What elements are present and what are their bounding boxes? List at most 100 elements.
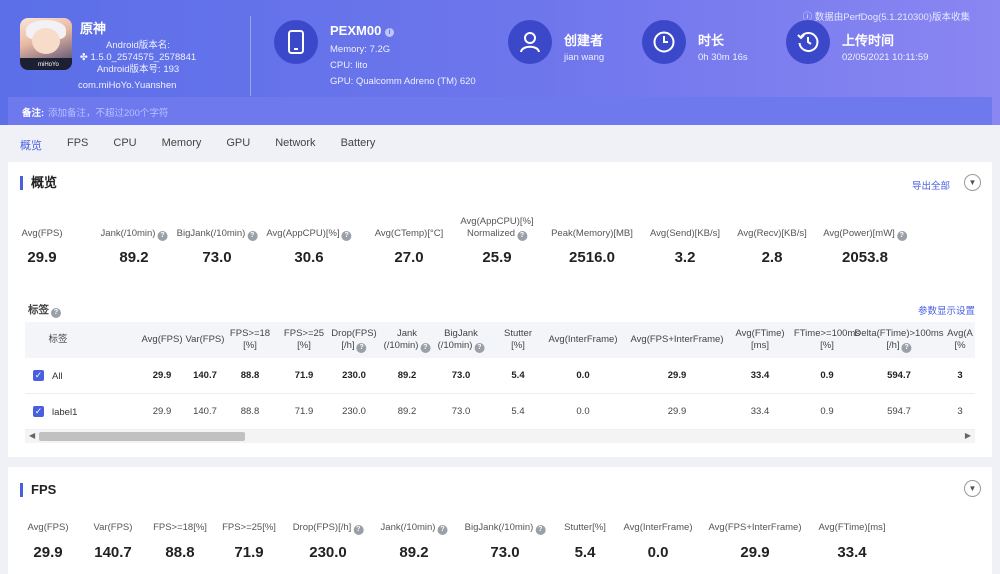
metric-label: Avg(Recv)[KB/s] [737,228,807,239]
table-header-cell[interactable]: Avg(FPS) [141,334,183,345]
metric-label: Avg(Send)[KB/s] [649,228,721,239]
metric-value: 27.0 [394,249,424,266]
help-icon[interactable]: ? [901,342,912,353]
table-cell: 0.9 [820,370,834,381]
device-info-icon[interactable]: i [384,28,394,37]
metric-value: 3.2 [674,249,696,266]
tab-network[interactable]: Network [275,137,316,149]
table-row[interactable]: ✓ label1 29.9 140.7 88.8 71.9 230.0 89.2 73.0 5… [25,394,975,430]
table-header-cell[interactable]: Drop(FPS) [/h]? [331,327,377,353]
table-header-cell[interactable]: Delta(FTime)>100ms [/h]? [854,327,944,353]
chevron-down-icon: ▼ [968,483,977,493]
metric-value: 140.7 [94,544,132,561]
phone-icon [274,20,318,64]
table-header-cell[interactable]: Var(FPS) [185,334,225,345]
overview-collapse-button[interactable]: ▼ [964,174,981,191]
table-row[interactable]: ✓ All 29.9 140.7 88.8 71.9 230.0 89.2 73.0 5.4 0… [25,358,975,394]
history-icon [786,20,830,64]
upload-time-value: 02/05/2021 10:11:59 [842,52,929,63]
table-cell: 594.7 [887,406,911,417]
help-icon[interactable]: ? [356,342,367,353]
table-cell: 140.7 [193,406,217,417]
table-header-cell[interactable]: FTime>=100ms [%] [793,328,861,351]
duration-value: 0h 30m 16s [698,52,748,63]
table-cell: 89.2 [397,406,417,417]
table-header-cell[interactable]: FPS>=25 [%] [283,328,325,351]
report-header: ⓘ 数据由PerfDog(5.1.210300)版本收集 miHoYo 原神 A… [0,0,1000,125]
android-version-label: Android版本名: [106,40,170,51]
scroll-right-icon[interactable]: ▶ [964,431,971,440]
table-header-cell[interactable]: FPS>=18 [%] [229,328,271,351]
metric-label: Avg(FTime)[ms] [818,522,886,533]
table-cell: 5.4 [511,370,525,381]
help-icon[interactable]: ? [353,525,364,535]
help-icon[interactable]: ? [341,231,352,241]
table-cell: 230.0 [342,406,366,417]
tab-memory[interactable]: Memory [161,137,202,149]
section-tabs: 概览 FPS CPU Memory GPU Network Battery [20,137,400,159]
row-checkbox-label1[interactable]: ✓ [33,406,44,417]
table-header-cell[interactable]: Stutter [%] [504,328,532,351]
creator-title: 创建者 [564,33,604,48]
tab-gpu[interactable]: GPU [226,137,251,149]
tab-battery[interactable]: Battery [340,137,376,149]
app-version-info: Android版本名: ✤ 1.5.0_2574575_2578841 Andr… [78,40,198,76]
scroll-left-icon[interactable]: ◀ [29,431,36,440]
metric-label: Avg(FPS) [27,522,69,533]
table-header-cell[interactable]: BigJank (/10min)? [438,322,485,358]
help-icon[interactable]: ? [157,231,168,241]
row-checkbox-all[interactable]: ✓ [33,370,44,381]
metric-label: Avg(FPS+InterFrame) [708,522,802,533]
help-icon[interactable]: ? [517,231,528,241]
table-header-cell[interactable]: 标签 [48,334,68,345]
metric-value: 2516.0 [569,249,615,266]
table-cell: 594.7 [887,370,911,381]
export-all-link[interactable]: 导出全部 [911,181,950,192]
table-header-cell[interactable]: Avg(A [% [947,328,973,351]
table-horizontal-scrollbar[interactable]: ◀ ▶ [25,430,975,443]
metric-label: BigJank(/10min)? [177,228,258,241]
tab-overview[interactable]: 概览 [20,140,42,152]
table-header-cell[interactable]: Avg(InterFrame) [548,334,618,345]
creator-value: jian wang [564,52,605,63]
help-icon[interactable]: ? [420,342,431,353]
table-cell: 71.9 [294,406,314,417]
table-cell: 88.8 [240,370,260,381]
param-display-settings-link[interactable]: 参数显示设置 [917,306,975,317]
table-header-cell[interactable]: Jank (/10min)? [384,322,431,358]
tab-cpu[interactable]: CPU [113,137,137,149]
remark-label: 备注: [22,108,45,119]
app-package: com.miHoYo.Yuanshen [78,80,177,91]
scrollbar-thumb[interactable] [39,432,245,441]
metric-value: 73.0 [202,249,232,266]
remark-bar[interactable] [8,97,992,125]
table-header-cell[interactable]: Avg(FPS+InterFrame) [630,334,724,345]
metric-label: Avg(FPS) [21,228,63,239]
tab-fps[interactable]: FPS [67,137,89,149]
help-icon[interactable]: ? [896,231,907,241]
help-icon[interactable]: ? [247,231,258,241]
fps-card: FPS ▼ Avg(FPS) 29.9 Var(FPS) 140.7 FPS>=18[%… [8,467,992,574]
metric-value: 88.8 [165,544,195,561]
metric-label: Jank(/10min)? [101,228,168,241]
table-cell: 0.0 [576,406,590,417]
table-cell: 0.0 [576,370,590,381]
metric-value: 29.9 [740,544,770,561]
fps-collapse-button[interactable]: ▼ [964,480,981,497]
help-icon[interactable]: ? [474,342,485,353]
help-icon[interactable]: ? [535,525,546,535]
table-cell: 29.9 [667,406,687,417]
help-icon[interactable]: ? [51,308,61,318]
help-icon[interactable]: ? [437,525,448,535]
tags-table: 标签 Avg(FPS) Var(FPS) FPS>=18 [%] FPS>=25 [%] Dr… [25,322,975,434]
tags-label: 标签? [28,302,61,318]
table-header-cell[interactable]: Avg(FTime) [ms] [735,328,785,351]
metric-label: FPS>=18[%] [153,522,207,533]
table-cell: 33.4 [750,406,770,417]
remark-input[interactable]: 添加备注，不超过200个字符 [48,108,169,119]
android-icon: ✤ [79,52,91,63]
table-cell: 5.4 [511,406,525,417]
metric-value: 29.9 [27,249,57,266]
metric-value: 71.9 [234,544,264,561]
metric-label: Avg(Power)[mW]? [823,228,907,241]
